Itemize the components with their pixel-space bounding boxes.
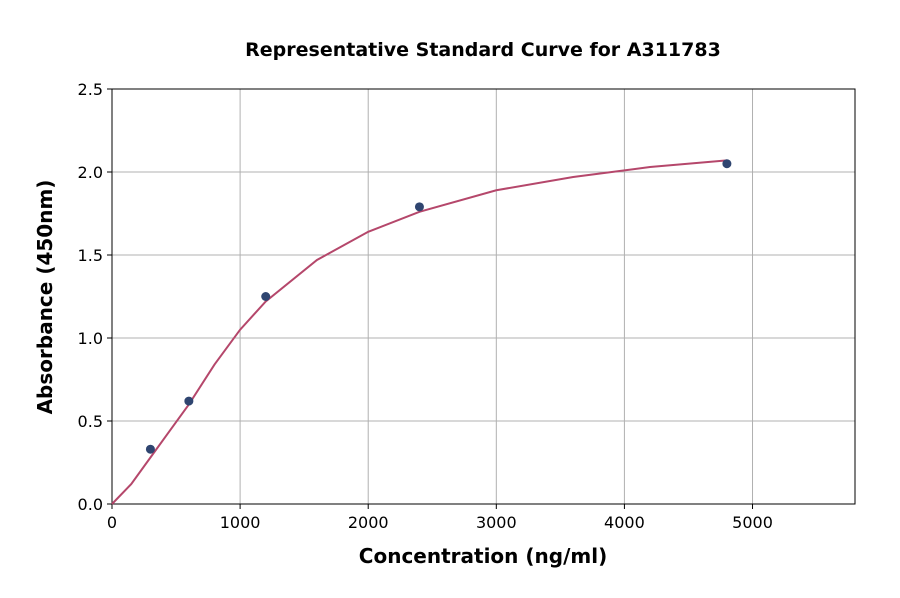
data-point	[414, 202, 424, 212]
x-tick-label: 3000	[476, 513, 517, 532]
x-tick-label: 1000	[220, 513, 261, 532]
data-point	[722, 159, 732, 169]
chart-title: Representative Standard Curve for A31178…	[245, 39, 721, 61]
fit-curve	[111, 159, 727, 505]
x-tick-label: 5000	[732, 513, 773, 532]
x-axis-label: Concentration (ng/ml)	[359, 544, 607, 568]
y-tick-label: 2.0	[78, 163, 103, 182]
x-tick-label: 4000	[604, 513, 645, 532]
y-axis-label: Absorbance (450nm)	[33, 180, 57, 415]
data-point	[184, 396, 194, 406]
x-tick-label: 2000	[348, 513, 389, 532]
y-tick-label: 2.5	[78, 80, 103, 99]
y-tick-label: 0.5	[78, 412, 103, 431]
x-tick-label: 0	[107, 513, 117, 532]
y-tick-label: 1.5	[78, 246, 103, 265]
y-tick-label: 0.0	[78, 495, 103, 514]
data-point	[261, 292, 271, 301]
plot-frame	[111, 88, 856, 505]
y-tick-label: 1.0	[78, 329, 103, 348]
data-point	[145, 444, 155, 454]
